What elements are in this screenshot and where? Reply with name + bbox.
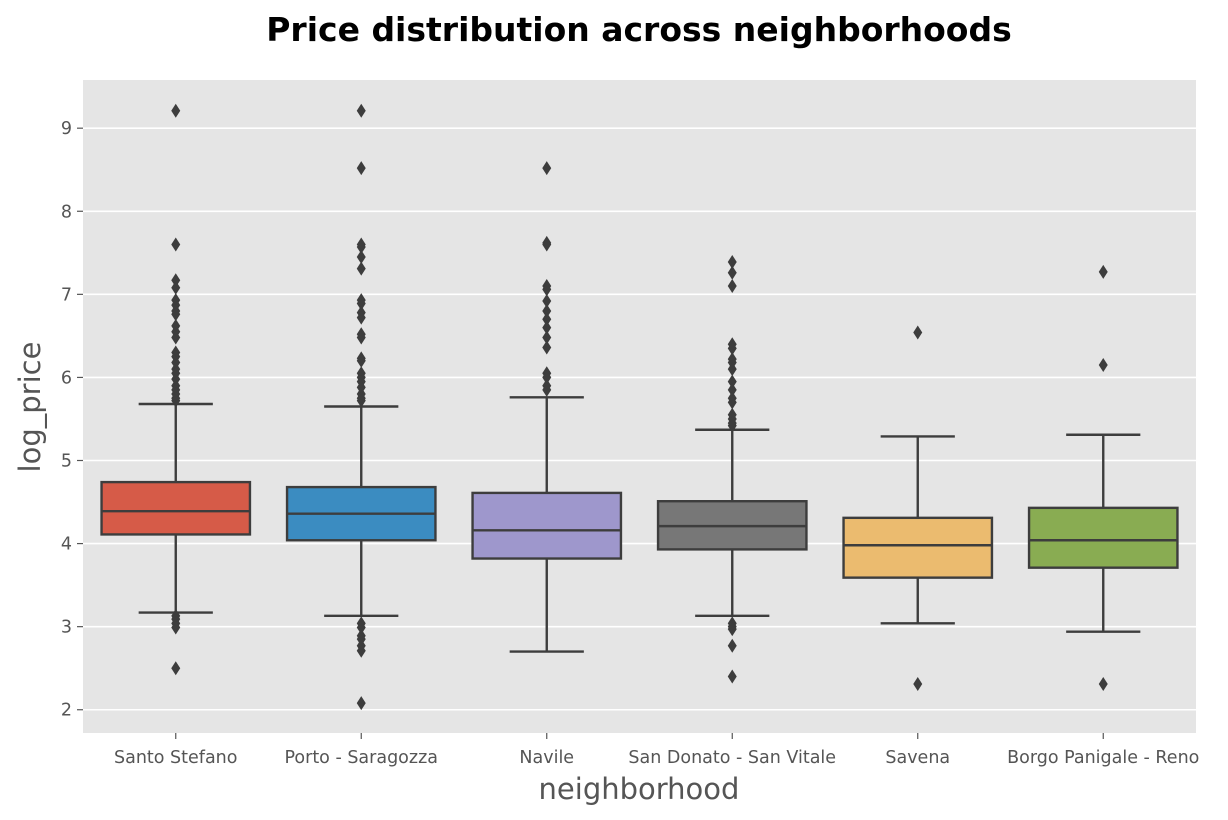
y-gridlines: [83, 127, 1196, 711]
outlier-point: [542, 330, 552, 345]
outlier-point: [542, 382, 552, 397]
y-tick-label: 7: [61, 285, 72, 305]
outlier-point: [171, 393, 181, 408]
x-tick-label: Navile: [519, 748, 574, 768]
box-group: [656, 254, 808, 684]
y-tick-label: 2: [61, 701, 72, 721]
box-group: [100, 103, 252, 676]
outlier-point: [356, 330, 366, 345]
outlier-point: [356, 261, 366, 276]
outlier-point: [171, 620, 181, 635]
outlier-point: [171, 330, 181, 345]
outlier-point: [727, 622, 737, 637]
outlier-point: [1098, 357, 1108, 372]
y-axis-label: log_price: [13, 342, 47, 473]
outlier-point: [171, 307, 181, 322]
outlier-point: [356, 353, 366, 368]
chart-title: Price distribution across neighborhoods: [266, 10, 1012, 49]
box-group: [1027, 264, 1179, 691]
outlier-point: [1098, 264, 1108, 279]
outlier-point: [727, 254, 737, 269]
x-axis-label: neighborhood: [539, 772, 740, 806]
outlier-point: [171, 280, 181, 295]
outlier-point: [727, 382, 737, 397]
plot-area: [83, 80, 1196, 733]
outlier-point: [542, 340, 552, 355]
box-group: [842, 325, 994, 691]
box: [100, 480, 252, 536]
box-series: [100, 103, 1179, 711]
outlier-point: [727, 341, 737, 356]
outlier-point: [356, 620, 366, 635]
outlier-point: [542, 237, 552, 252]
outlier-point: [727, 418, 737, 433]
outlier-point: [727, 265, 737, 280]
x-tick-label: San Donato - San Vitale: [628, 748, 836, 768]
outlier-point: [356, 696, 366, 711]
box: [471, 491, 623, 560]
outlier-point: [356, 239, 366, 254]
y-tick-label: 5: [61, 452, 72, 472]
outlier-point: [356, 393, 366, 408]
outlier-point: [542, 282, 552, 297]
outlier-point: [356, 310, 366, 325]
outlier-point: [542, 320, 552, 335]
box-group: [471, 161, 623, 653]
outlier-point: [356, 161, 366, 176]
box: [1027, 506, 1179, 569]
x-axis-ticks: Santo Stefano Porto - Saragozza Navile San …: [114, 733, 1199, 768]
outlier-point: [542, 312, 552, 327]
outlier-point: [913, 676, 923, 691]
y-tick-label: 9: [61, 119, 72, 139]
outlier-point: [727, 374, 737, 389]
y-tick-label: 4: [61, 535, 72, 555]
outlier-point: [171, 661, 181, 676]
outlier-point: [542, 370, 552, 385]
x-tick-label: Savena: [885, 748, 950, 768]
outlier-point: [356, 296, 366, 311]
outlier-point: [727, 669, 737, 684]
outlier-point: [542, 293, 552, 308]
y-tick-label: 6: [61, 368, 72, 388]
outlier-point: [727, 638, 737, 653]
outlier-point: [542, 303, 552, 318]
outlier-point: [356, 103, 366, 118]
outlier-point: [356, 643, 366, 658]
outlier-point: [1098, 676, 1108, 691]
y-tick-label: 3: [61, 618, 72, 638]
outlier-point: [727, 279, 737, 294]
x-tick-label: Santo Stefano: [114, 748, 237, 768]
outlier-point: [542, 161, 552, 176]
y-tick-label: 8: [61, 202, 72, 222]
outlier-point: [171, 273, 181, 288]
box: [842, 516, 994, 579]
x-tick-label: Borgo Panigale - Reno: [1007, 748, 1199, 768]
box-group: [285, 103, 437, 711]
outlier-point: [913, 325, 923, 340]
x-tick-label: Porto - Saragozza: [284, 748, 438, 768]
y-axis-ticks: 2 3 4 5 6 7 8 9: [61, 119, 83, 721]
outlier-point: [171, 103, 181, 118]
outlier-point: [727, 395, 737, 410]
outlier-point: [727, 362, 737, 377]
outlier-point: [171, 237, 181, 252]
outlier-point: [356, 249, 366, 264]
